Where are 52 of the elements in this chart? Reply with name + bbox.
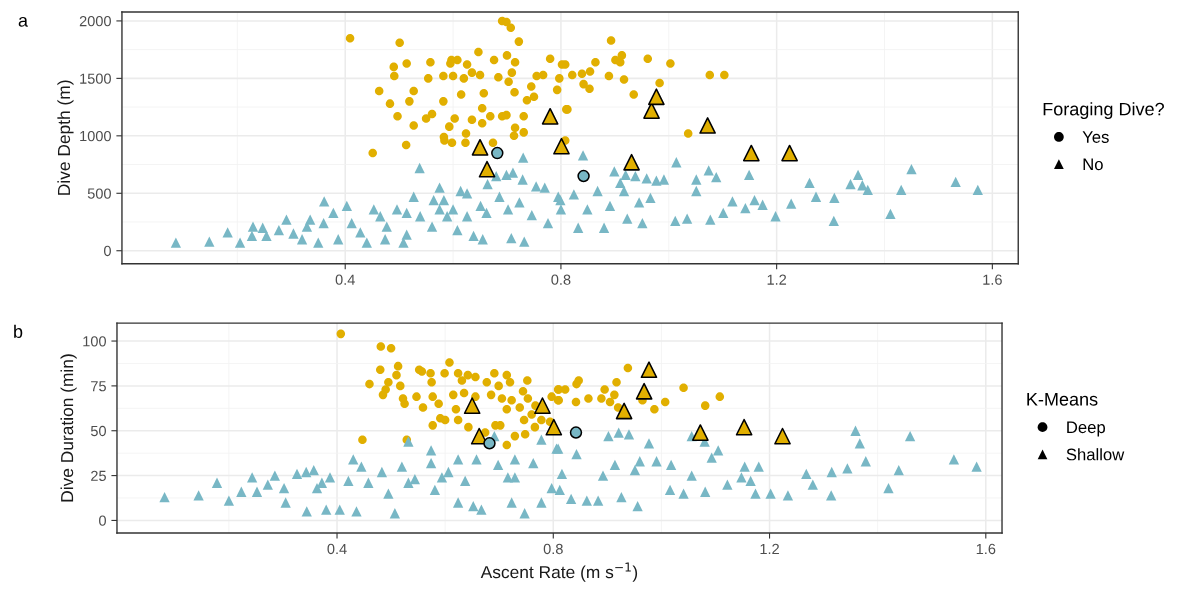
point xyxy=(463,397,481,414)
x-axis-title: Ascent Rate (m s$^{−1}$) xyxy=(480,562,638,582)
y-tick-label: 50 xyxy=(90,425,106,437)
text: Shallow xyxy=(1066,448,1125,461)
x-tick-label: 0.4 xyxy=(327,543,347,555)
point xyxy=(470,427,488,445)
point xyxy=(623,153,640,171)
point xyxy=(545,418,563,436)
point xyxy=(742,144,760,162)
point xyxy=(691,424,709,441)
point xyxy=(635,382,653,400)
point xyxy=(577,169,590,183)
x-tick-label: 1.2 xyxy=(760,543,779,554)
y-tick-label: 25 xyxy=(91,470,106,482)
y-tick-label: 500 xyxy=(87,188,111,199)
x-tick-label: 1.2 xyxy=(767,274,787,285)
text: Yes xyxy=(1082,131,1109,143)
point xyxy=(478,160,496,178)
x-tick-label: 0.8 xyxy=(543,543,563,555)
y-tick-label: 100 xyxy=(83,336,106,347)
point xyxy=(774,427,791,445)
x-tick-label: 0.8 xyxy=(551,274,571,285)
point xyxy=(483,437,496,450)
point xyxy=(699,117,716,134)
y-tick-label: 75 xyxy=(91,381,106,392)
point xyxy=(471,138,489,156)
point xyxy=(735,418,753,436)
point xyxy=(569,426,583,439)
point xyxy=(553,137,570,155)
point xyxy=(615,402,633,420)
y-tick-label: 0 xyxy=(99,515,106,526)
x-tick-label: 1.6 xyxy=(976,543,996,555)
legend-title: Foraging Dive? xyxy=(1043,102,1164,120)
point xyxy=(491,146,504,160)
y-axis-title: Dive Duration (min) xyxy=(60,354,77,502)
legend-title: K-Means xyxy=(1027,393,1098,406)
text: Deep xyxy=(1067,421,1106,437)
point xyxy=(541,107,559,125)
chart-title: b xyxy=(14,324,23,338)
x-tick-label: 1.6 xyxy=(983,274,1002,285)
point xyxy=(640,361,658,379)
x-tick-label: 0.4 xyxy=(335,274,355,285)
text: No xyxy=(1083,158,1103,171)
y-tick-label: 2000 xyxy=(79,16,111,27)
y-tick-label: 0 xyxy=(104,245,111,257)
y-tick-label: 1500 xyxy=(80,73,111,84)
point xyxy=(781,144,798,162)
y-tick-label: 1000 xyxy=(80,130,111,142)
chart-title: a xyxy=(18,16,28,27)
point xyxy=(648,88,665,106)
point xyxy=(534,397,551,414)
y-axis-title: Dive Depth (m) xyxy=(57,80,74,195)
